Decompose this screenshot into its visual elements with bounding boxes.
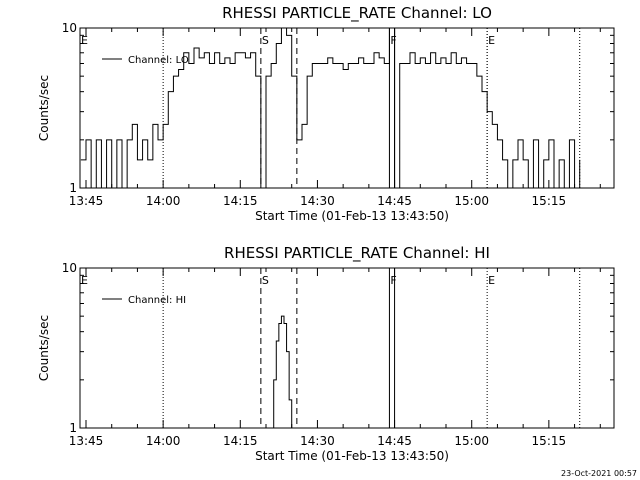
x-tick-label: 13:45 — [69, 194, 104, 208]
x-tick-label: 13:45 — [69, 434, 104, 448]
event-marker-label: E — [81, 34, 88, 47]
series-line — [271, 315, 293, 429]
x-tick-label: 14:45 — [377, 434, 412, 448]
y-axis: 1 10 — [62, 261, 614, 435]
event-marker-label: F — [390, 274, 396, 287]
chart-panel-1: RHESSI PARTICLE_RATE Channel: LO 13:45 14:… — [37, 4, 615, 223]
event-marker-label: E — [488, 34, 495, 47]
y-tick-label: 10 — [62, 261, 77, 275]
legend: Channel: LO — [102, 55, 189, 66]
x-tick-label: 14:00 — [146, 194, 181, 208]
event-marker-label: E — [488, 274, 495, 287]
x-axis-label: Start Time (01-Feb-13 13:43:50) — [255, 449, 449, 463]
legend-label: Channel: HI — [128, 295, 186, 306]
x-axis-label: Start Time (01-Feb-13 13:43:50) — [255, 209, 449, 223]
x-tick-label: 14:30 — [300, 194, 335, 208]
y-tick-label: 1 — [69, 181, 77, 195]
chart-title: RHESSI PARTICLE_RATE Channel: LO — [222, 4, 492, 23]
y-axis-label: Counts/sec — [37, 75, 51, 141]
chart-title: RHESSI PARTICLE_RATE Channel: HI — [224, 244, 490, 263]
series-line — [80, 27, 581, 189]
chart-panel-2: RHESSI PARTICLE_RATE Channel: HI 13:45 14:… — [37, 244, 615, 463]
x-axis: 13:45 14:00 14:15 14:30 14:45 15:00 15:15 — [69, 268, 601, 448]
y-tick-label: 1 — [69, 421, 77, 435]
x-tick-label: 14:15 — [223, 434, 258, 448]
y-tick-label: 10 — [62, 21, 77, 35]
y-axis-label: Counts/sec — [37, 315, 51, 381]
plot-frame — [79, 27, 615, 189]
event-marker-label: E — [81, 274, 88, 287]
x-tick-label: 15:15 — [532, 194, 567, 208]
event-marker-label: S — [262, 274, 269, 287]
x-tick-label: 15:15 — [532, 434, 567, 448]
event-marker-label: F — [390, 34, 396, 47]
legend: Channel: HI — [102, 295, 186, 306]
x-tick-label: 15:00 — [454, 434, 489, 448]
x-axis: 13:45 14:00 14:15 14:30 14:45 15:00 15:15 — [69, 28, 601, 208]
x-tick-label: 14:00 — [146, 434, 181, 448]
plot-frame — [79, 267, 615, 429]
x-tick-label: 14:30 — [300, 434, 335, 448]
y-axis: 1 10 — [62, 21, 614, 195]
legend-label: Channel: LO — [128, 55, 189, 66]
footer-timestamp: 23-Oct-2021 00:57 — [561, 469, 637, 478]
event-marker-label: S — [262, 34, 269, 47]
x-tick-label: 15:00 — [454, 194, 489, 208]
x-tick-label: 14:45 — [377, 194, 412, 208]
x-tick-label: 14:15 — [223, 194, 258, 208]
